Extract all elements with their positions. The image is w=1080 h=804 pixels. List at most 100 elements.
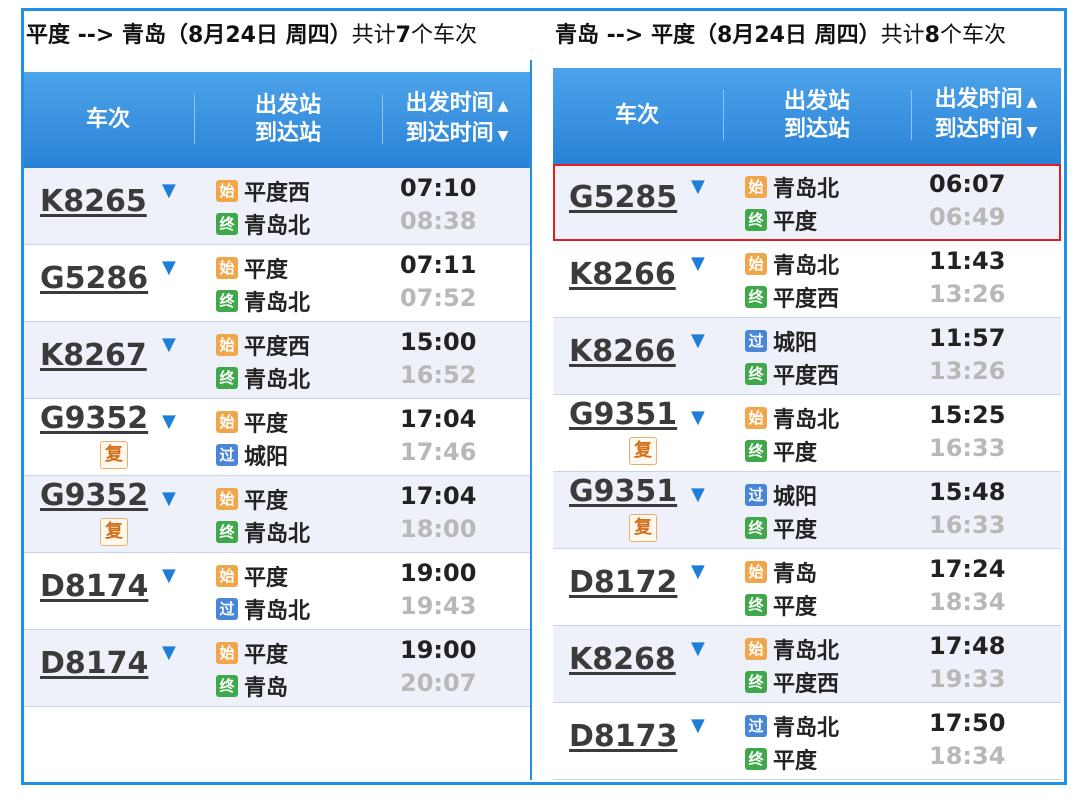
depart-station-name: 青岛: [773, 562, 818, 587]
station-start-icon: 始: [216, 180, 238, 202]
train-number-link[interactable]: K8267: [40, 338, 147, 373]
sort-down-icon[interactable]: ▼: [1026, 124, 1038, 140]
header-separator: [382, 94, 383, 144]
train-number-link[interactable]: K8266: [569, 257, 676, 292]
train-number-link[interactable]: G5285: [569, 180, 678, 215]
arrive-time: 17:46: [400, 438, 477, 466]
depart-station: 过青岛北: [745, 711, 839, 741]
train-number-link[interactable]: K8265: [40, 184, 147, 219]
train-number-link[interactable]: K8268: [569, 642, 676, 677]
arrive-station-name: 平度西: [773, 672, 840, 697]
expand-stops-icon[interactable]: ▼: [162, 334, 176, 355]
sort-up-icon[interactable]: ▲: [497, 98, 509, 114]
count-suffix: 个车次: [410, 23, 477, 48]
depart-station-name: 青岛北: [773, 408, 840, 433]
depart-time: 19:00: [400, 636, 477, 664]
expand-stops-icon[interactable]: ▼: [162, 565, 176, 586]
fu-badge: 复: [100, 518, 128, 546]
route-title: 青岛 --> 平度（8月24日 周四）: [555, 23, 881, 48]
fu-badge: 复: [629, 437, 657, 465]
depart-station: 始青岛: [745, 557, 817, 587]
header-arrive-time-sort[interactable]: 到达时间: [405, 121, 494, 146]
header-times[interactable]: 出发时间 ▲ 到达时间 ▼: [913, 68, 1059, 164]
expand-stops-icon[interactable]: ▼: [162, 411, 176, 432]
sort-down-icon[interactable]: ▼: [497, 128, 509, 144]
table-row: G9352 复 ▼ 始平度过城阳 17:04 17:46: [24, 399, 530, 476]
depart-station-name: 城阳: [773, 331, 818, 356]
train-number-link[interactable]: G5286: [40, 261, 149, 296]
train-number-link[interactable]: D8174: [40, 646, 149, 681]
arrive-time: 06:49: [929, 203, 1006, 231]
depart-station-name: 城阳: [773, 485, 818, 510]
arrive-station: 终青岛北: [216, 209, 310, 239]
depart-station: 始平度: [216, 561, 288, 591]
expand-stops-icon[interactable]: ▼: [162, 257, 176, 278]
station-end-icon: 终: [745, 363, 767, 385]
depart-station-name: 平度: [244, 566, 289, 591]
expand-stops-icon[interactable]: ▼: [691, 253, 705, 274]
panel-divider: [530, 60, 532, 780]
header-train: 车次: [85, 107, 130, 132]
table-row: K8268 ▼ 始青岛北终平度西 17:48 19:33: [553, 626, 1061, 703]
expand-stops-icon[interactable]: ▼: [162, 642, 176, 663]
header-times[interactable]: 出发时间 ▲ 到达时间 ▼: [384, 72, 530, 168]
fu-badge: 复: [100, 441, 128, 469]
depart-time: 07:10: [400, 174, 477, 202]
station-start-icon: 始: [216, 411, 238, 433]
train-number-link[interactable]: D8172: [569, 565, 678, 600]
train-number-link[interactable]: G9351: [569, 474, 678, 509]
count-prefix: 共计: [351, 23, 396, 48]
header-depart-time-sort[interactable]: 出发时间: [934, 87, 1023, 112]
depart-station-name: 平度西: [244, 335, 311, 360]
arrive-time: 19:33: [929, 665, 1006, 693]
station-end-icon: 终: [216, 213, 238, 235]
station-end-icon: 终: [745, 209, 767, 231]
depart-station-name: 平度: [244, 258, 289, 283]
table-row: G5286 ▼ 始平度终青岛北 07:11 07:52: [24, 245, 530, 322]
depart-time: 15:00: [400, 328, 477, 356]
table-row: K8266 ▼ 过城阳终平度西 11:57 13:26: [553, 318, 1061, 395]
station-end-icon: 终: [745, 594, 767, 616]
expand-stops-icon[interactable]: ▼: [691, 407, 705, 428]
arrive-station-name: 城阳: [244, 445, 289, 470]
train-number-link[interactable]: D8173: [569, 719, 678, 754]
train-number-link[interactable]: G9352: [40, 478, 149, 513]
depart-station: 过城阳: [745, 480, 817, 510]
depart-station: 始青岛北: [745, 249, 839, 279]
expand-stops-icon[interactable]: ▼: [691, 638, 705, 659]
header-stations: 出发站 到达站: [725, 68, 909, 164]
table-row: G5285 ▼ 始青岛北终平度 06:07 06:49: [553, 164, 1061, 241]
depart-station-name: 青岛北: [773, 716, 840, 741]
expand-stops-icon[interactable]: ▼: [691, 330, 705, 351]
depart-station: 始平度: [216, 253, 288, 283]
station-end-icon: 终: [745, 440, 767, 462]
arrive-time: 18:00: [400, 515, 477, 543]
depart-time: 07:11: [400, 251, 477, 279]
depart-station: 始青岛北: [745, 172, 839, 202]
depart-time: 11:57: [929, 324, 1006, 352]
train-number-link[interactable]: G9352: [40, 401, 149, 436]
train-number-link[interactable]: D8174: [40, 569, 149, 604]
header-depart-time-sort[interactable]: 出发时间: [405, 91, 494, 116]
arrive-station: 终平度: [745, 436, 817, 466]
train-number-link[interactable]: G9351: [569, 397, 678, 432]
expand-stops-icon[interactable]: ▼: [691, 715, 705, 736]
station-end-icon: 终: [745, 671, 767, 693]
arrive-station: 终青岛北: [216, 517, 310, 547]
station-start-icon: 始: [216, 642, 238, 664]
sort-up-icon[interactable]: ▲: [1026, 94, 1038, 110]
expand-stops-icon[interactable]: ▼: [691, 561, 705, 582]
arrive-station: 终青岛: [216, 671, 288, 701]
expand-stops-icon[interactable]: ▼: [691, 484, 705, 505]
depart-station: 始平度西: [216, 330, 310, 360]
train-number-link[interactable]: K8266: [569, 334, 676, 369]
expand-stops-icon[interactable]: ▼: [162, 488, 176, 509]
header-arrive-time-sort[interactable]: 到达时间: [934, 117, 1023, 142]
expand-stops-icon[interactable]: ▼: [162, 180, 176, 201]
header-depart-station: 出发站: [783, 89, 850, 114]
arrive-station-name: 平度: [773, 749, 818, 774]
arrive-time: 13:26: [929, 357, 1006, 385]
expand-stops-icon[interactable]: ▼: [691, 176, 705, 197]
depart-time: 17:50: [929, 709, 1006, 737]
arrive-time: 16:52: [400, 361, 477, 389]
